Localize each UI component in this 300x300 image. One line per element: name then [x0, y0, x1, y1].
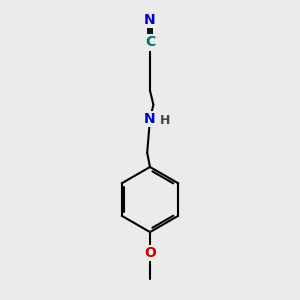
- Text: N: N: [144, 112, 156, 126]
- Text: C: C: [145, 35, 155, 50]
- Text: N: N: [144, 13, 156, 27]
- Text: H: H: [160, 114, 170, 127]
- Text: O: O: [144, 246, 156, 260]
